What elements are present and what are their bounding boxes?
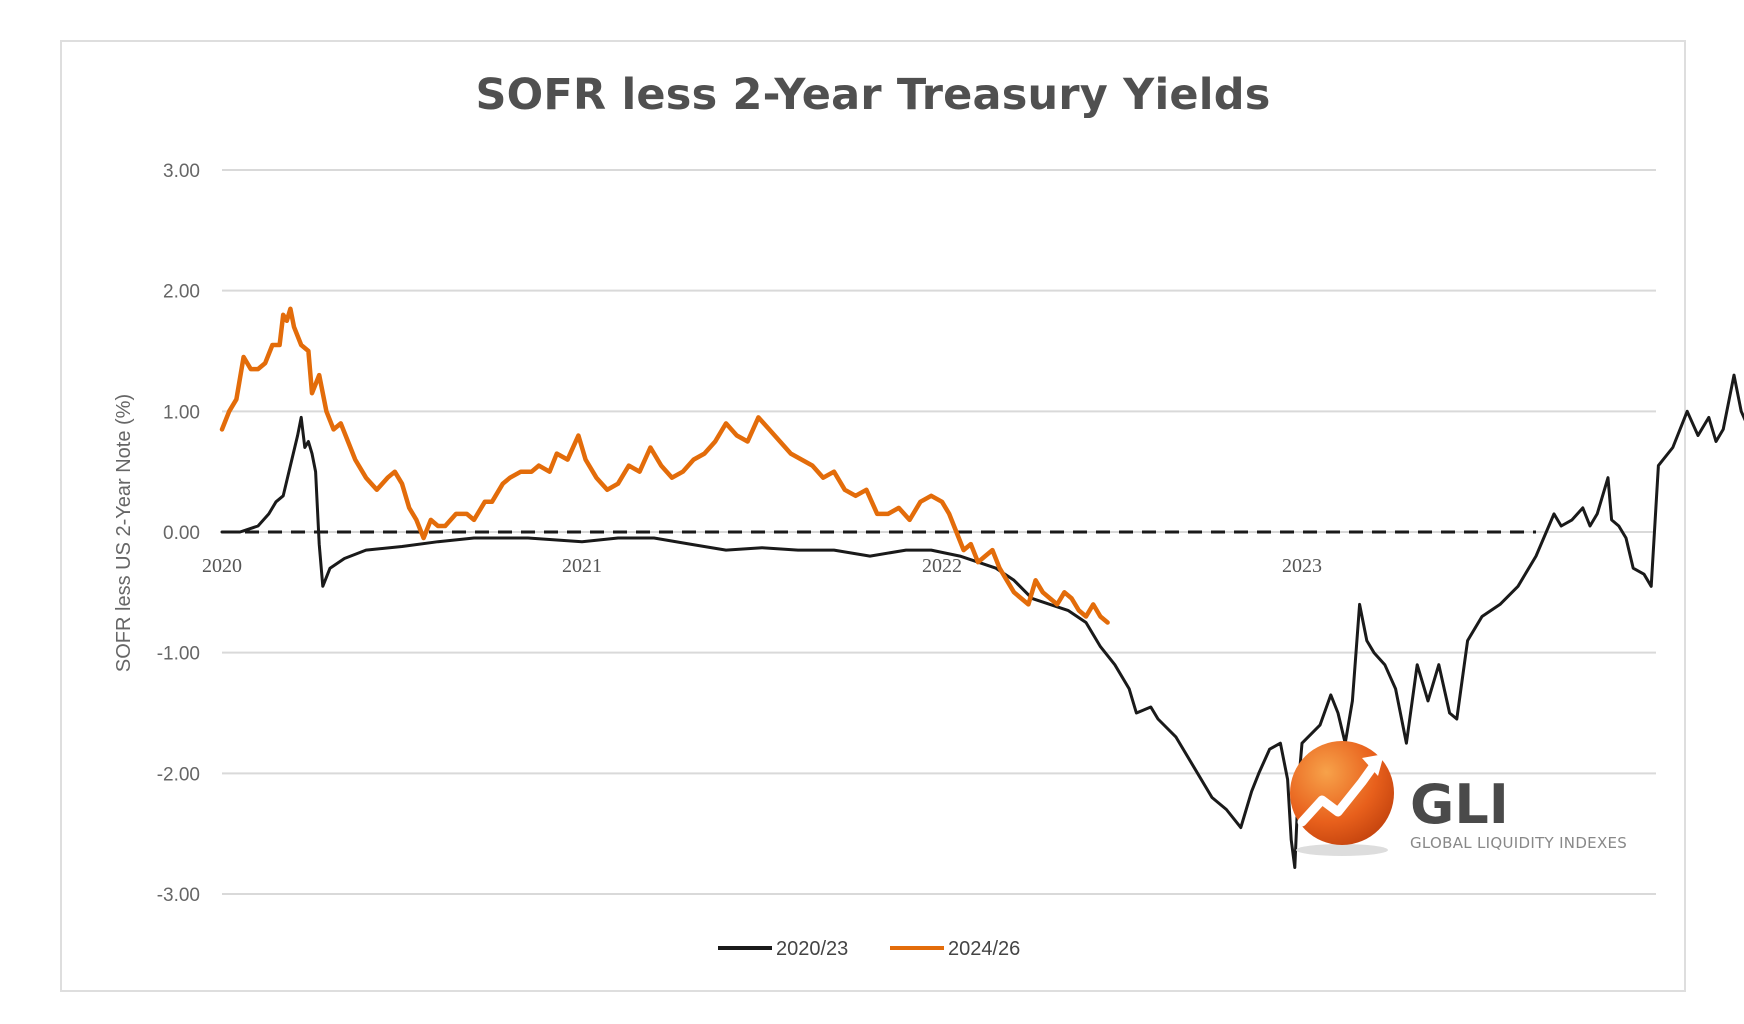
chart-title: SOFR less 2-Year Treasury Yields (475, 70, 1271, 120)
legend-label-2020-23: 2020/23 (776, 938, 848, 960)
data-series (219, 306, 1744, 869)
y-tick-label-2: 1.00 (163, 402, 200, 423)
y-axis-label: SOFR less US 2-Year Note (%) (113, 394, 135, 672)
series-line-2020-23 (220, 373, 1744, 869)
x-tick-label-2020: 2020 (202, 555, 242, 577)
gli-logo-arrowhead-icon (1362, 754, 1384, 776)
gli-logo-chart-arrow-icon (1297, 763, 1377, 827)
gli-logo-tagline: GLOBAL LIQUIDITY INDEXES (1410, 834, 1627, 852)
legend-label-2024-26: 2024/26 (948, 938, 1020, 960)
grid-lines (222, 169, 1656, 895)
x-tick-label-2022: 2022 (922, 555, 962, 577)
y-tick-label-3: 0.00 (163, 523, 200, 544)
gli-logo-shadow (1296, 844, 1388, 856)
y-axis-ticks: 3.00 2.00 1.00 0.00 -1.00 -2.00 -3.00 (157, 161, 200, 906)
x-tick-label-2021: 2021 (562, 555, 602, 577)
y-tick-label-4: -1.00 (157, 644, 200, 665)
series-line-2024-26 (219, 306, 1110, 625)
gli-logo-name: GLI (1410, 773, 1509, 836)
y-tick-label-1: 2.00 (163, 282, 200, 303)
y-tick-label-5: -2.00 (157, 764, 200, 785)
x-tick-label-2023: 2023 (1282, 555, 1322, 577)
x-axis-ticks: 2020 2021 2022 2023 (202, 555, 1322, 577)
legend: 2020/23 2024/26 (718, 938, 1020, 960)
y-tick-label-0: 3.00 (163, 161, 200, 182)
y-tick-label-6: -3.00 (157, 885, 200, 906)
chart-frame (60, 40, 1686, 992)
gli-logo: GLI GLOBAL LIQUIDITY INDEXES (1290, 741, 1627, 856)
